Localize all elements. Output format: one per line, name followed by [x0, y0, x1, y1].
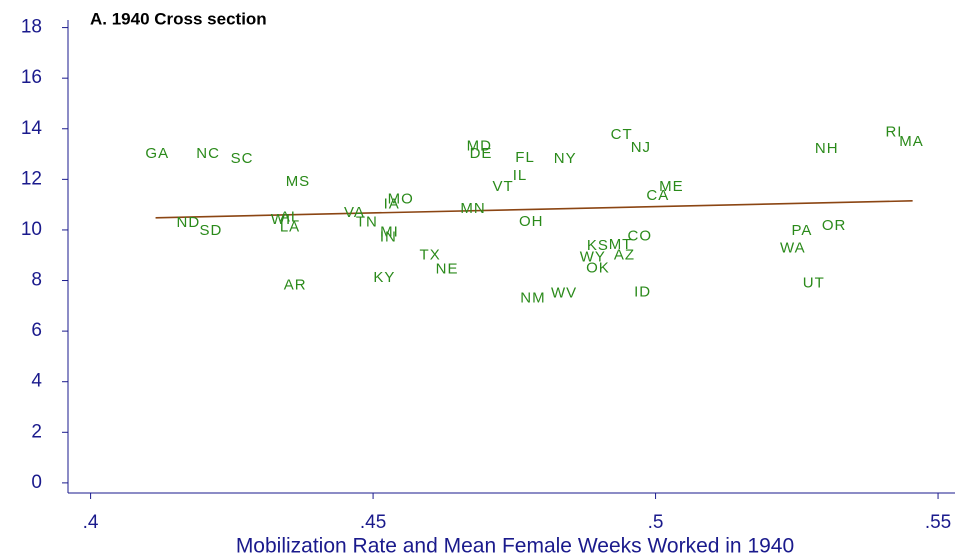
state-point: PA — [791, 222, 812, 239]
x-tick-label: .55 — [925, 512, 951, 533]
y-tick-label: 8 — [31, 270, 42, 291]
state-point: MA — [899, 133, 924, 150]
state-point: MS — [286, 173, 311, 190]
state-point: NC — [196, 145, 220, 162]
state-point: WV — [551, 285, 577, 302]
state-point: OR — [822, 217, 847, 234]
state-point: CT — [611, 126, 633, 143]
state-point: NM — [520, 289, 545, 306]
state-point: OK — [586, 260, 610, 277]
chart-title: A. 1940 Cross section — [90, 9, 267, 28]
x-tick-label: .4 — [83, 512, 99, 533]
state-point: TX — [420, 247, 441, 264]
state-point: NJ — [631, 139, 651, 156]
state-point: ID — [634, 284, 651, 301]
state-point: KS — [587, 237, 609, 254]
state-point: LA — [280, 218, 300, 235]
x-axis-label: Mobilization Rate and Mean Female Weeks … — [236, 535, 794, 558]
x-tick-label: .45 — [360, 512, 386, 533]
y-tick-label: 12 — [21, 168, 42, 189]
state-point: AR — [284, 277, 307, 294]
y-tick-label: 2 — [31, 421, 42, 442]
y-tick-label: 6 — [31, 320, 42, 341]
state-point: OH — [519, 213, 544, 230]
state-point: MT — [609, 236, 633, 253]
state-point: RI — [885, 123, 902, 140]
y-tick-label: 18 — [21, 17, 42, 38]
state-point: CA — [646, 187, 669, 204]
state-point: VA — [344, 204, 365, 221]
state-point: MD — [467, 137, 492, 154]
state-point: CO — [627, 228, 652, 245]
state-point: NE — [436, 261, 459, 278]
state-point: NH — [815, 140, 839, 157]
state-point: IA — [384, 196, 400, 213]
x-tick-label: .5 — [648, 512, 664, 533]
y-tick-label: 0 — [31, 472, 42, 493]
y-tick-label: 10 — [21, 219, 42, 240]
state-point: GA — [145, 145, 169, 162]
state-point: TN — [356, 213, 378, 230]
state-point: KY — [373, 269, 395, 286]
state-point: UT — [803, 275, 825, 292]
state-point: WA — [780, 240, 806, 257]
state-point: SC — [231, 150, 254, 167]
state-point: MN — [460, 200, 485, 217]
state-point: ME — [659, 178, 684, 195]
state-point: IN — [380, 228, 397, 245]
state-point: NY — [554, 150, 577, 167]
state-point: WI — [271, 211, 291, 228]
state-point: DE — [470, 145, 493, 162]
state-point: MO — [388, 191, 414, 208]
state-point: IL — [513, 167, 528, 184]
y-tick-label: 16 — [21, 67, 42, 88]
state-point: VT — [492, 178, 513, 195]
y-tick-label: 4 — [31, 371, 42, 392]
state-point: AL — [280, 208, 300, 225]
state-point: MI — [380, 223, 399, 240]
state-point: SD — [200, 222, 223, 239]
state-point: FL — [515, 149, 535, 166]
y-tick-label: 14 — [21, 118, 43, 139]
fit-line — [155, 200, 913, 219]
state-point: ND — [177, 214, 201, 231]
state-point: WY — [580, 249, 606, 266]
state-point: AZ — [614, 247, 635, 264]
